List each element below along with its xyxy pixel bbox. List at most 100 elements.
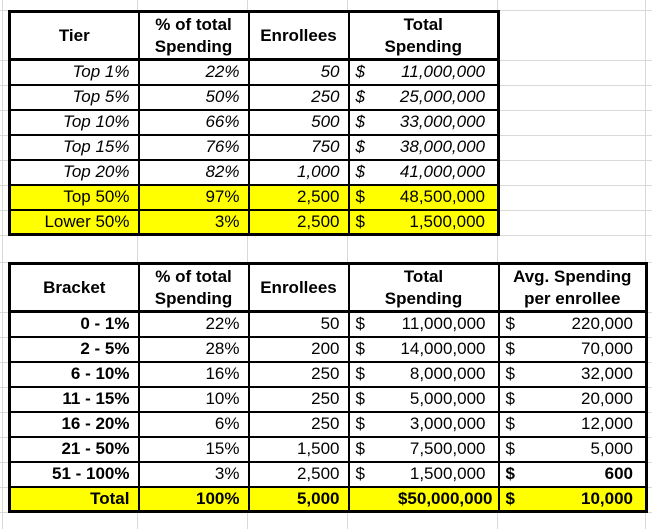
cell-total-spending[interactable]: $11,000,000 [347, 310, 500, 338]
currency-symbol: $ [505, 488, 515, 508]
cell-total-spending[interactable]: $48,500,000 [347, 183, 500, 211]
amount-value: 10,000 [581, 488, 633, 508]
cell-enrollees[interactable]: 2,500 [247, 183, 350, 211]
cell-tier[interactable]: Top 50% [8, 183, 140, 211]
header-pct-of-total-spending[interactable]: % of total Spending [137, 262, 250, 313]
money-cell-content: $11,000,000 [351, 314, 497, 334]
cell-tier[interactable]: Top 20% [8, 158, 140, 186]
cell-avg-spending-per-enrollee[interactable]: $70,000 [497, 335, 648, 363]
cell-pct-of-total-spending[interactable]: 100% [137, 485, 250, 513]
bracket-table: Bracket % of total Spending Enrollees To… [8, 262, 648, 513]
money-cell-content: $600 [501, 464, 645, 484]
cell-total-spending[interactable]: $11,000,000 [347, 58, 500, 86]
cell-pct-of-total-spending[interactable]: 15% [137, 435, 250, 463]
cell-total-spending[interactable]: $8,000,000 [347, 360, 500, 388]
cell-enrollees[interactable]: 5,000 [247, 485, 350, 513]
cell-enrollees[interactable]: 250 [247, 385, 350, 413]
cell-total-spending[interactable]: $14,000,000 [347, 335, 500, 363]
header-bracket[interactable]: Bracket [8, 262, 140, 313]
cell-tier[interactable]: Top 15% [8, 133, 140, 161]
cell-pct-of-total-spending[interactable]: 97% [137, 183, 250, 211]
cell-tier[interactable]: Top 1% [8, 58, 140, 86]
table-row: 2 - 5% 28% 200 $14,000,000 $70,000 [8, 335, 648, 363]
cell-total-spending[interactable]: $5,000,000 [347, 385, 500, 413]
cell-tier[interactable]: Top 10% [8, 108, 140, 136]
currency-symbol: $ [355, 211, 365, 231]
cell-bracket[interactable]: Total [8, 485, 140, 513]
cell-bracket[interactable]: 2 - 5% [8, 335, 140, 363]
cell-enrollees[interactable]: 250 [247, 83, 350, 111]
header-total-spending[interactable]: Total Spending [347, 262, 500, 313]
cell-avg-spending-per-enrollee[interactable]: $5,000 [497, 435, 648, 463]
cell-enrollees[interactable]: 1,500 [247, 435, 350, 463]
header-avg-spending-per-enrollee[interactable]: Avg. Spending per enrollee [497, 262, 648, 313]
cell-enrollees[interactable]: 500 [247, 108, 350, 136]
cell-avg-spending-per-enrollee[interactable]: $220,000 [497, 310, 648, 338]
cell-total-spending[interactable]: $50,000,000 [347, 485, 500, 513]
table-row: Top 50% 97% 2,500 $48,500,000 [8, 183, 500, 211]
amount-value: 38,000,000 [399, 137, 485, 156]
cell-enrollees[interactable]: 750 [247, 133, 350, 161]
money-cell-content: $3,000,000 [351, 414, 497, 434]
currency-symbol: $ [355, 339, 365, 358]
cell-pct-of-total-spending[interactable]: 28% [137, 335, 250, 363]
cell-bracket[interactable]: 0 - 1% [8, 310, 140, 338]
cell-pct-of-total-spending[interactable]: 6% [137, 410, 250, 438]
cell-bracket[interactable]: 11 - 15% [8, 385, 140, 413]
cell-total-spending[interactable]: $33,000,000 [347, 108, 500, 136]
cell-enrollees[interactable]: 250 [247, 360, 350, 388]
cell-tier[interactable]: Top 5% [8, 83, 140, 111]
cell-total-spending[interactable]: $38,000,000 [347, 133, 500, 161]
cell-total-spending[interactable]: $41,000,000 [347, 158, 500, 186]
cell-total-spending[interactable]: $7,500,000 [347, 435, 500, 463]
currency-symbol: $ [355, 439, 365, 458]
cell-avg-spending-per-enrollee[interactable]: $20,000 [497, 385, 648, 413]
cell-pct-of-total-spending[interactable]: 22% [137, 58, 250, 86]
cell-total-spending[interactable]: $3,000,000 [347, 410, 500, 438]
header-enrollees[interactable]: Enrollees [247, 262, 350, 313]
cell-pct-of-total-spending[interactable]: 50% [137, 83, 250, 111]
header-enrollees[interactable]: Enrollees [247, 10, 350, 61]
header-row: Tier % of total Spending Enrollees Total… [8, 10, 500, 61]
cell-bracket[interactable]: 16 - 20% [8, 410, 140, 438]
cell-avg-spending-per-enrollee[interactable]: $600 [497, 460, 648, 488]
cell-avg-spending-per-enrollee[interactable]: $32,000 [497, 360, 648, 388]
cell-tier[interactable]: Lower 50% [8, 208, 140, 236]
cell-total-spending[interactable]: $25,000,000 [347, 83, 500, 111]
cell-total-spending[interactable]: $1,500,000 [347, 460, 500, 488]
money-cell-content: $32,000 [501, 364, 645, 384]
cell-avg-spending-per-enrollee[interactable]: $12,000 [497, 410, 648, 438]
amount-value: 12,000 [581, 414, 633, 433]
table-row: 21 - 50% 15% 1,500 $7,500,000 $5,000 [8, 435, 648, 463]
cell-pct-of-total-spending[interactable]: 76% [137, 133, 250, 161]
cell-enrollees[interactable]: 250 [247, 410, 350, 438]
cell-bracket[interactable]: 6 - 10% [8, 360, 140, 388]
cell-bracket[interactable]: 21 - 50% [8, 435, 140, 463]
header-tier[interactable]: Tier [8, 10, 140, 61]
header-pct-of-total-spending[interactable]: % of total Spending [137, 10, 250, 61]
money-cell-content: $38,000,000 [351, 137, 497, 157]
cell-bracket[interactable]: 51 - 100% [8, 460, 140, 488]
money-cell-content: $1,500,000 [351, 211, 497, 232]
cell-enrollees[interactable]: 200 [247, 335, 350, 363]
cell-enrollees[interactable]: 50 [247, 58, 350, 86]
amount-value: 11,000,000 [401, 62, 485, 82]
amount-value: 25,000,000 [399, 87, 485, 106]
money-cell-content: $7,500,000 [351, 439, 497, 459]
cell-enrollees[interactable]: 50 [247, 310, 350, 338]
cell-pct-of-total-spending[interactable]: 82% [137, 158, 250, 186]
cell-pct-of-total-spending[interactable]: 66% [137, 108, 250, 136]
money-cell-content: $5,000,000 [351, 389, 497, 409]
table-row: Top 15% 76% 750 $38,000,000 [8, 133, 500, 161]
cell-pct-of-total-spending[interactable]: 16% [137, 360, 250, 388]
header-total-spending[interactable]: Total Spending [347, 10, 500, 61]
cell-enrollees[interactable]: 2,500 [247, 460, 350, 488]
cell-enrollees[interactable]: 1,000 [247, 158, 350, 186]
cell-enrollees[interactable]: 2,500 [247, 208, 350, 236]
cell-pct-of-total-spending[interactable]: 22% [137, 310, 250, 338]
cell-pct-of-total-spending[interactable]: 3% [137, 208, 250, 236]
cell-pct-of-total-spending[interactable]: 3% [137, 460, 250, 488]
cell-avg-spending-per-enrollee[interactable]: $10,000 [497, 485, 648, 513]
cell-total-spending[interactable]: $1,500,000 [347, 208, 500, 236]
cell-pct-of-total-spending[interactable]: 10% [137, 385, 250, 413]
